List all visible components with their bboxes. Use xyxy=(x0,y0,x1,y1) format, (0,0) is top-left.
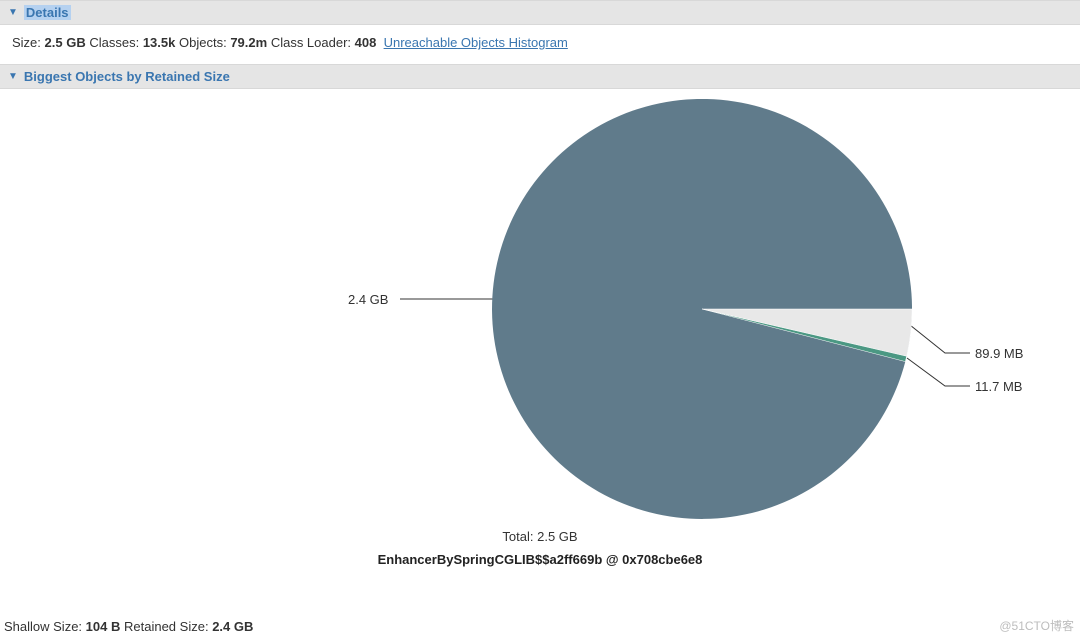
shallow-value: 104 B xyxy=(86,619,121,634)
total-label: Total: 2.5 GB xyxy=(0,529,1080,544)
retained-label: Retained Size: xyxy=(124,619,209,634)
details-stats-row: Size: 2.5 GB Classes: 13.5k Objects: 79.… xyxy=(0,25,1080,64)
classes-label: Classes: xyxy=(89,35,139,50)
watermark: @51CTO博客 xyxy=(999,617,1074,634)
footer-size-row: Shallow Size: 104 B Retained Size: 2.4 G… xyxy=(4,619,253,634)
classloader-value: 408 xyxy=(355,35,377,50)
object-name: EnhancerBySpringCGLIB$$a2ff669b @ 0x708c… xyxy=(0,552,1080,567)
size-value: 2.5 GB xyxy=(45,35,86,50)
details-title: Details xyxy=(24,5,71,20)
pie-chart xyxy=(492,99,912,519)
shallow-label: Shallow Size: xyxy=(4,619,82,634)
pie-chart-area: 2.4 GB 89.9 MB 11.7 MB Total: 2.5 GB Enh… xyxy=(0,89,1080,559)
unreachable-histogram-link[interactable]: Unreachable Objects Histogram xyxy=(384,35,568,50)
objects-label: Objects: xyxy=(179,35,227,50)
details-section-header[interactable]: ▼ Details xyxy=(0,0,1080,25)
retained-value: 2.4 GB xyxy=(212,619,253,634)
objects-value: 79.2m xyxy=(230,35,267,50)
chevron-down-icon: ▼ xyxy=(8,71,18,82)
classes-value: 13.5k xyxy=(143,35,176,50)
biggest-title: Biggest Objects by Retained Size xyxy=(24,69,230,84)
biggest-section-header[interactable]: ▼ Biggest Objects by Retained Size xyxy=(0,64,1080,89)
classloader-label: Class Loader: xyxy=(271,35,351,50)
chevron-down-icon: ▼ xyxy=(8,7,18,18)
size-label: Size: xyxy=(12,35,41,50)
